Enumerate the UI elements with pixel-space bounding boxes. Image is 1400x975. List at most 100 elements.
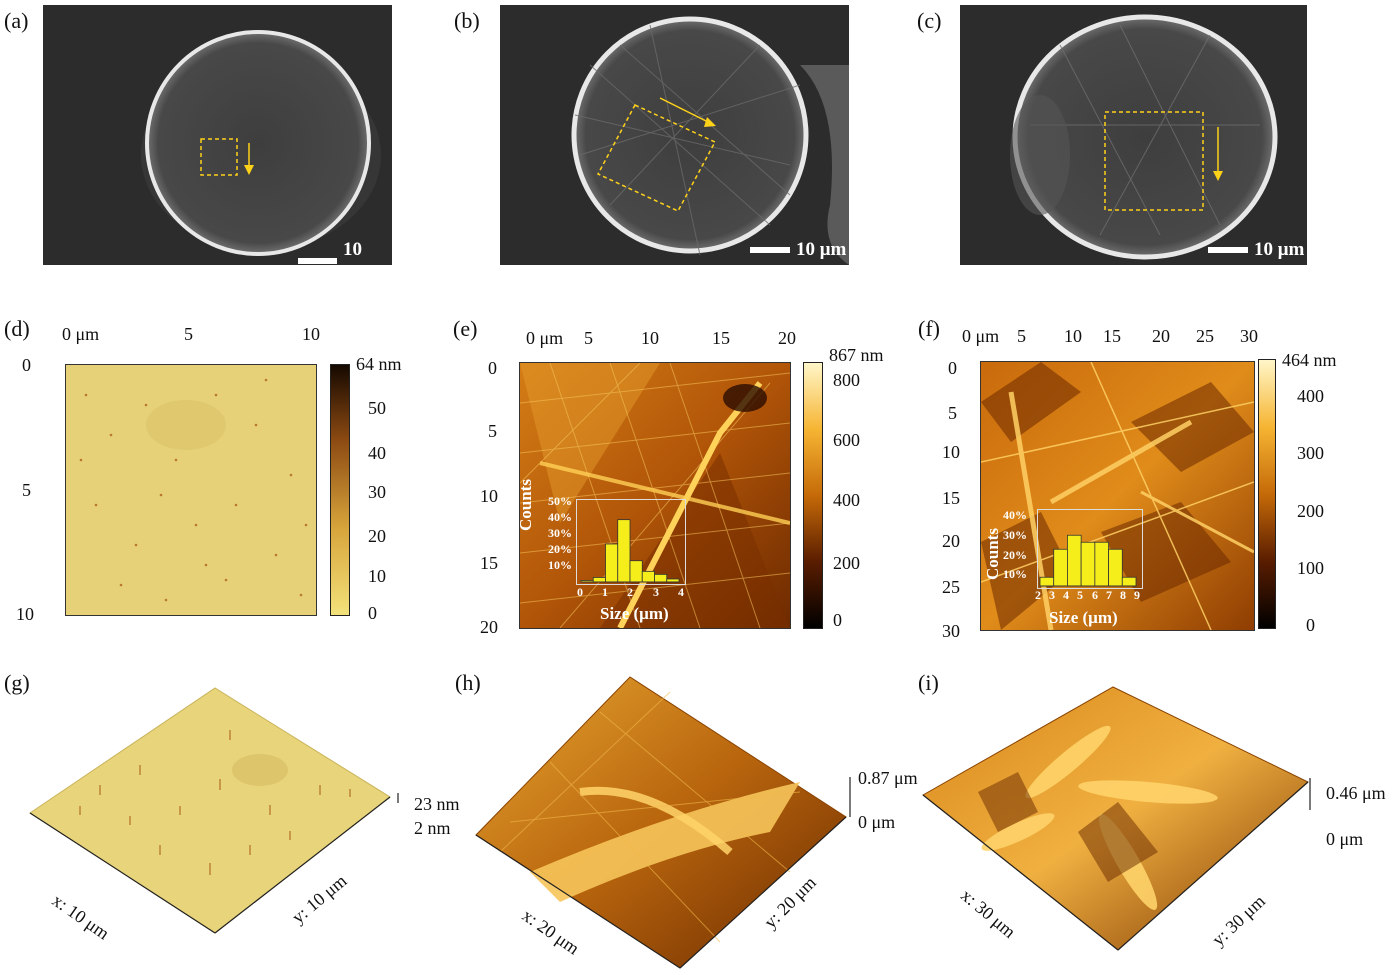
d-cbar-tick: 30 xyxy=(368,482,386,502)
f-cbar-tick: 464 nm xyxy=(1282,350,1337,370)
e-cbar-tick: 400 xyxy=(833,490,860,510)
g-z-top: 23 nm xyxy=(414,794,460,814)
inset-xtick: 6 xyxy=(1092,588,1098,602)
e-cbar-tick: 800 xyxy=(833,370,860,390)
colorbar-d xyxy=(330,364,350,616)
histogram-bar xyxy=(1094,541,1109,587)
histogram-bar xyxy=(1108,548,1123,587)
sem-image-b: 10 μm xyxy=(500,5,849,265)
f-ytick: 15 xyxy=(942,488,960,508)
scale-bar-a: 10 μm xyxy=(298,239,392,265)
selection-box xyxy=(200,138,238,176)
histogram-bar xyxy=(605,543,619,583)
histogram-bar xyxy=(641,570,655,583)
histogram-bar xyxy=(1067,534,1082,587)
f-ytick: 0 xyxy=(948,358,957,378)
scale-bar-c: 10 μm xyxy=(1208,239,1304,261)
d-xtick: 0 μm xyxy=(62,324,100,344)
f-xtick: 0 μm xyxy=(962,326,1000,346)
inset-xtick: 0 xyxy=(577,585,583,599)
inset-xtick: 4 xyxy=(678,585,684,599)
inset-ytick: 20% xyxy=(1003,548,1027,562)
f-cbar-tick: 300 xyxy=(1297,443,1324,463)
histogram-bar xyxy=(1039,576,1055,587)
inset-xtick: 5 xyxy=(1077,588,1083,602)
f-ytick: 20 xyxy=(942,531,960,551)
afm-map-f: Counts 40% 30% 20% 10% 2 3 4 5 6 7 8 9 S… xyxy=(980,361,1255,631)
inset-xtick: 3 xyxy=(1049,588,1055,602)
e-xtick: 0 μm xyxy=(526,328,564,348)
f-ytick: 10 xyxy=(942,442,960,462)
f-cbar-tick: 100 xyxy=(1297,558,1324,578)
f-ytick: 25 xyxy=(942,577,960,597)
panel-label-b: (b) xyxy=(454,8,480,33)
e-ytick: 15 xyxy=(480,553,498,573)
inset-xtick: 3 xyxy=(653,585,659,599)
inset-ytick: 30% xyxy=(1003,528,1027,542)
histogram-bar xyxy=(592,577,606,583)
histogram-inset-e xyxy=(576,499,686,585)
inset-ytick: 10% xyxy=(1003,567,1027,581)
e-ytick: 0 xyxy=(488,358,497,378)
h-z-bottom: 0 μm xyxy=(858,812,896,832)
panel-label-f: (f) xyxy=(918,316,940,341)
selection-box xyxy=(596,104,717,212)
histogram-inset-f xyxy=(1037,509,1143,589)
inset-ytick: 20% xyxy=(548,542,572,556)
f-cbar-tick: 200 xyxy=(1297,501,1324,521)
d-ytick: 10 xyxy=(16,604,34,624)
h-z-top: 0.87 μm xyxy=(858,768,918,788)
e-cbar-tick: 867 nm xyxy=(829,345,884,365)
e-ytick: 20 xyxy=(480,617,498,637)
d-cbar-tick: 20 xyxy=(368,526,386,546)
panel-label-i: (i) xyxy=(918,670,939,695)
inset-ytick: 40% xyxy=(1003,508,1027,522)
inset-xtick: 1 xyxy=(602,585,608,599)
inset-xtick: 7 xyxy=(1106,588,1112,602)
d-cbar-tick: 0 xyxy=(368,603,377,623)
panel-label-e: (e) xyxy=(453,316,478,341)
e-cbar-tick: 200 xyxy=(833,553,860,573)
panel-label-d: (d) xyxy=(4,316,30,341)
selection-box xyxy=(1104,111,1204,211)
e-xtick: 20 xyxy=(778,328,796,348)
sem-image-a: 10 μm xyxy=(43,5,392,265)
afm-3d-g xyxy=(20,685,410,945)
d-ytick: 5 xyxy=(22,480,31,500)
histogram-bar xyxy=(1080,541,1096,587)
f-xtick: 30 xyxy=(1240,326,1258,346)
histogram-bar xyxy=(629,560,643,583)
histogram-bar xyxy=(654,574,668,583)
histogram-bar xyxy=(1053,548,1068,587)
d-ytick: 0 xyxy=(22,355,31,375)
afm-3d-i xyxy=(918,682,1314,952)
scan-arrow xyxy=(659,97,711,124)
d-xtick: 5 xyxy=(184,324,193,344)
f-xtick: 5 xyxy=(1017,326,1026,346)
inset-ytick: 10% xyxy=(548,558,572,572)
e-ytick: 10 xyxy=(480,486,498,506)
d-cbar-tick: 50 xyxy=(368,398,386,418)
inset-xtick: 8 xyxy=(1120,588,1126,602)
d-cbar-tick: 64 nm xyxy=(356,354,402,374)
afm-map-e: Counts 50% 40% 30% 20% 10% 0 1 2 3 4 Siz… xyxy=(519,362,791,629)
inset-xtick: 9 xyxy=(1134,588,1140,602)
e-ytick: 5 xyxy=(488,421,497,441)
e-xtick: 5 xyxy=(584,328,593,348)
inset-xlabel-f: Size (μm) xyxy=(1049,608,1118,627)
f-cbar-tick: 0 xyxy=(1306,615,1315,635)
f-xtick: 20 xyxy=(1152,326,1170,346)
f-cbar-tick: 400 xyxy=(1297,386,1324,406)
inset-xtick: 2 xyxy=(627,585,633,599)
i-z-bottom: 0 μm xyxy=(1326,829,1364,849)
colorbar-e xyxy=(803,362,823,629)
e-xtick: 10 xyxy=(641,328,659,348)
inset-xtick: 4 xyxy=(1063,588,1069,602)
d-xtick: 10 xyxy=(302,324,320,344)
panel-label-a: (a) xyxy=(4,8,29,33)
i-z-top: 0.46 μm xyxy=(1326,783,1386,803)
f-xtick: 15 xyxy=(1103,326,1121,346)
panel-label-c: (c) xyxy=(917,8,942,33)
panel-label-h: (h) xyxy=(455,670,481,695)
sem-image-c: 10 μm xyxy=(960,5,1307,265)
